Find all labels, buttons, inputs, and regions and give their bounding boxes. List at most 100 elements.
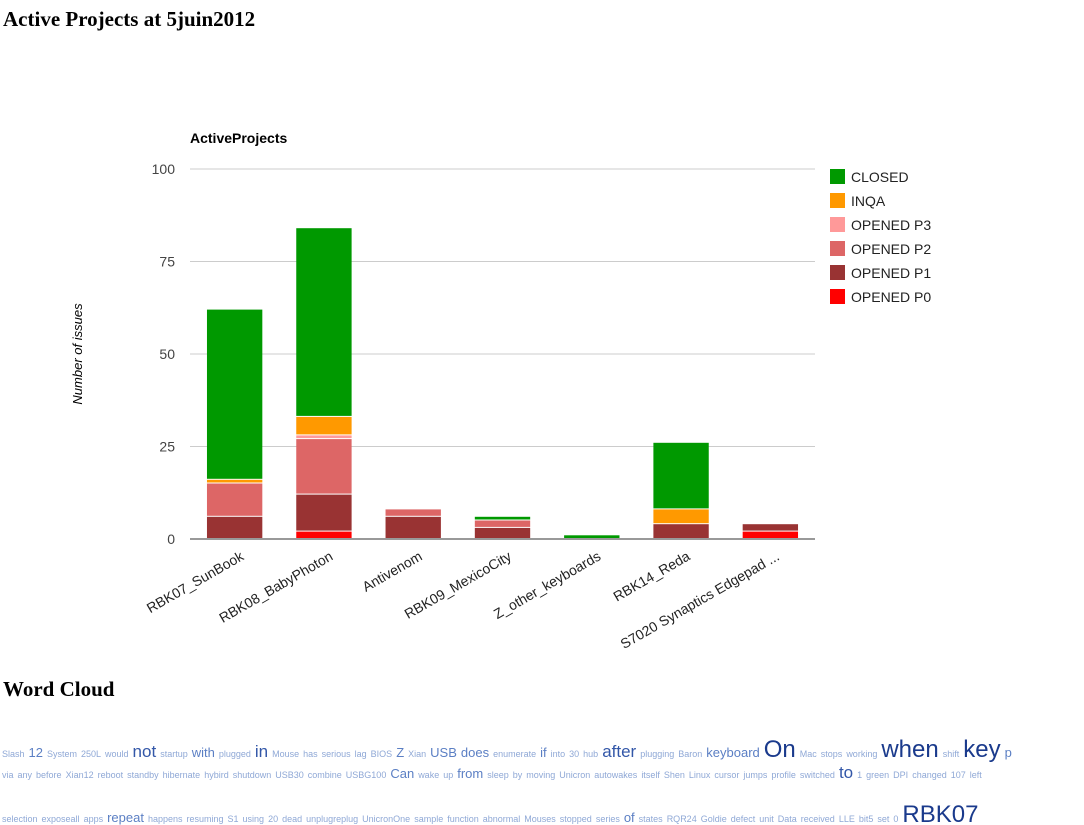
legend-label[interactable]: OPENED P2 xyxy=(851,241,931,257)
word-cloud-word[interactable]: p xyxy=(1004,745,1012,760)
word-cloud-word[interactable]: after xyxy=(602,742,637,761)
word-cloud-word[interactable]: Shen xyxy=(663,770,685,780)
word-cloud-word[interactable]: itself xyxy=(641,770,660,780)
word-cloud-word[interactable]: any xyxy=(17,770,33,780)
word-cloud-word[interactable]: sample xyxy=(414,814,444,824)
word-cloud-word[interactable]: key xyxy=(963,736,1001,763)
word-cloud-word[interactable]: 30 xyxy=(569,749,580,759)
word-cloud-word[interactable]: using xyxy=(242,814,265,824)
word-cloud-word[interactable]: startup xyxy=(160,749,188,759)
word-cloud-word[interactable]: resuming xyxy=(186,814,224,824)
word-cloud-word[interactable]: 20 xyxy=(268,814,279,824)
word-cloud-word[interactable]: autowakes xyxy=(594,770,638,780)
bar-segment[interactable] xyxy=(653,509,709,524)
word-cloud-word[interactable]: left xyxy=(969,770,982,780)
word-cloud-word[interactable]: via xyxy=(2,770,14,780)
word-cloud-word[interactable]: lag xyxy=(354,749,367,759)
word-cloud-word[interactable]: RQR24 xyxy=(666,814,697,824)
word-cloud-word[interactable]: Mac xyxy=(799,749,817,759)
bar-segment[interactable] xyxy=(296,531,352,538)
word-cloud-word[interactable]: BIOS xyxy=(370,749,393,759)
bar-segment[interactable] xyxy=(742,531,799,538)
word-cloud-word[interactable]: up xyxy=(443,770,454,780)
bar-segment[interactable] xyxy=(653,524,709,538)
word-cloud-word[interactable]: to xyxy=(838,763,854,782)
bar-segment[interactable] xyxy=(296,416,352,435)
word-cloud-word[interactable]: Goldie xyxy=(700,814,727,824)
word-cloud-word[interactable]: Z xyxy=(396,745,405,760)
word-cloud-word[interactable]: 12 xyxy=(28,745,43,760)
word-cloud-word[interactable]: Mouse xyxy=(272,749,300,759)
word-cloud-word[interactable]: sleep xyxy=(487,770,509,780)
word-cloud-word[interactable]: working xyxy=(846,749,878,759)
word-cloud-word[interactable]: moving xyxy=(526,770,556,780)
word-cloud-word[interactable]: 107 xyxy=(950,770,966,780)
word-cloud-word[interactable]: when xyxy=(881,736,939,763)
bar-segment[interactable] xyxy=(296,494,352,531)
word-cloud-word[interactable]: would xyxy=(105,749,129,759)
bar-segment[interactable] xyxy=(474,527,531,538)
bar-segment[interactable] xyxy=(296,228,352,416)
word-cloud-word[interactable]: by xyxy=(512,770,523,780)
word-cloud-word[interactable]: USB30 xyxy=(275,770,304,780)
word-cloud-word[interactable]: series xyxy=(595,814,620,824)
word-cloud-word[interactable]: from xyxy=(457,766,484,781)
word-cloud-word[interactable]: shift xyxy=(942,749,960,759)
word-cloud-word[interactable]: plugging xyxy=(640,749,675,759)
bar-segment[interactable] xyxy=(742,524,799,531)
word-cloud-word[interactable]: USBG100 xyxy=(345,770,387,780)
word-cloud-word[interactable]: unit xyxy=(759,814,774,824)
word-cloud-word[interactable]: selection xyxy=(2,814,38,824)
bar-segment[interactable] xyxy=(653,442,709,509)
word-cloud-word[interactable]: with xyxy=(191,745,215,760)
bar-segment[interactable] xyxy=(296,435,352,439)
word-cloud-word[interactable]: if xyxy=(540,745,547,760)
word-cloud-word[interactable]: Can xyxy=(390,766,415,781)
word-cloud-word[interactable]: hibernate xyxy=(162,770,201,780)
word-cloud-word[interactable]: standby xyxy=(127,770,159,780)
word-cloud-word[interactable]: stopped xyxy=(559,814,592,824)
word-cloud-word[interactable]: abnormal xyxy=(482,814,521,824)
word-cloud-word[interactable]: hybird xyxy=(204,770,229,780)
word-cloud-word[interactable]: Slash xyxy=(2,749,25,759)
word-cloud-word[interactable]: received xyxy=(800,814,835,824)
bar-segment[interactable] xyxy=(296,439,352,494)
word-cloud-word[interactable]: cursor xyxy=(714,770,740,780)
word-cloud-word[interactable]: dead xyxy=(282,814,303,824)
word-cloud-word[interactable]: shutdown xyxy=(232,770,272,780)
word-cloud-word[interactable]: repeat xyxy=(107,810,144,825)
bar-segment[interactable] xyxy=(206,516,263,538)
word-cloud-word[interactable]: USB xyxy=(430,745,457,760)
word-cloud-word[interactable]: Mouses xyxy=(524,814,556,824)
word-cloud-word[interactable]: happens xyxy=(147,814,183,824)
word-cloud-word[interactable]: exposeall xyxy=(41,814,80,824)
legend-label[interactable]: INQA xyxy=(851,193,886,209)
word-cloud-word[interactable]: System xyxy=(46,749,77,759)
word-cloud-word[interactable]: 0 xyxy=(893,814,899,824)
word-cloud-word[interactable]: profile xyxy=(771,770,796,780)
word-cloud-word[interactable]: reboot xyxy=(97,770,124,780)
word-cloud-word[interactable]: keyboard xyxy=(706,745,760,760)
word-cloud-word[interactable]: switched xyxy=(799,770,835,780)
word-cloud-word[interactable]: On xyxy=(763,736,796,763)
word-cloud-word[interactable]: Xian12 xyxy=(65,770,94,780)
word-cloud-word[interactable]: Unicron xyxy=(559,770,591,780)
word-cloud-word[interactable]: of xyxy=(623,810,635,825)
word-cloud-word[interactable]: in xyxy=(254,742,269,761)
word-cloud-word[interactable]: serious xyxy=(321,749,351,759)
word-cloud-word[interactable]: green xyxy=(866,770,890,780)
word-cloud-word[interactable]: jumps xyxy=(743,770,768,780)
bar-segment[interactable] xyxy=(385,516,441,538)
word-cloud-word[interactable]: into xyxy=(550,749,566,759)
bar-segment[interactable] xyxy=(385,509,441,516)
word-cloud-word[interactable]: bit5 xyxy=(858,814,874,824)
bar-segment[interactable] xyxy=(206,479,263,483)
word-cloud-word[interactable]: Baron xyxy=(678,749,703,759)
word-cloud-word[interactable]: apps xyxy=(83,814,104,824)
word-cloud-word[interactable]: before xyxy=(36,770,62,780)
word-cloud-word[interactable]: hub xyxy=(583,749,599,759)
word-cloud-word[interactable]: has xyxy=(303,749,318,759)
word-cloud-word[interactable]: LLE xyxy=(838,814,855,824)
word-cloud-word[interactable]: states xyxy=(638,814,663,824)
word-cloud-word[interactable]: not xyxy=(132,742,157,761)
